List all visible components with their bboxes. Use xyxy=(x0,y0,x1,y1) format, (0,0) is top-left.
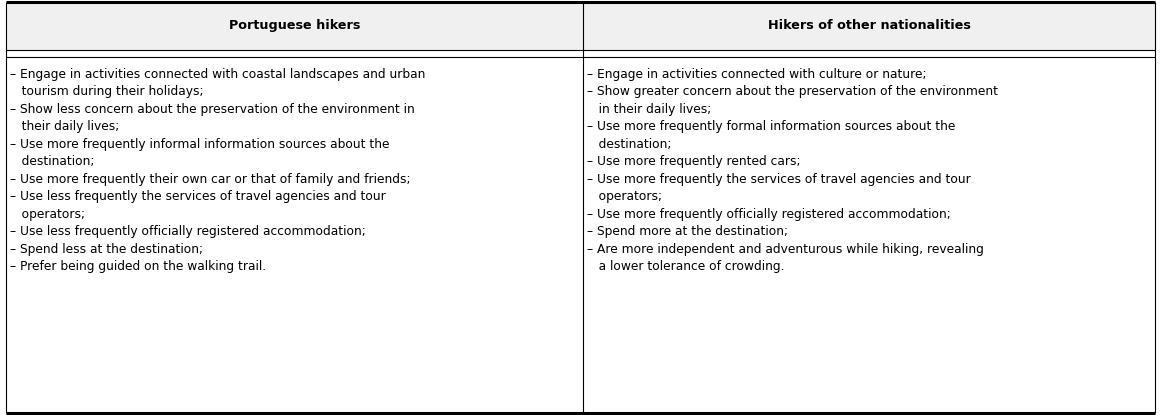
Text: Hikers of other nationalities: Hikers of other nationalities xyxy=(767,20,971,32)
Text: – Engage in activities connected with culture or nature;
– Show greater concern : – Engage in activities connected with cu… xyxy=(587,68,998,273)
Text: Portuguese hikers: Portuguese hikers xyxy=(229,20,360,32)
Text: – Engage in activities connected with coastal landscapes and urban
   tourism du: – Engage in activities connected with co… xyxy=(10,68,426,273)
Bar xyxy=(6,2,583,50)
Bar xyxy=(583,2,1155,50)
